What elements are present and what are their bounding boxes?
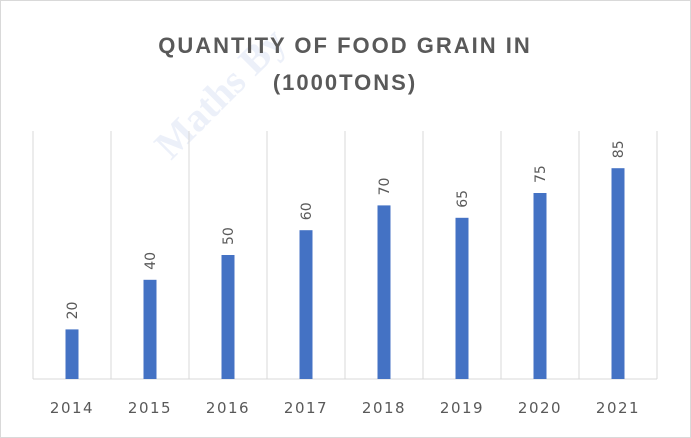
bar-2017 [299,230,313,379]
bar-2014 [65,329,79,379]
data-label-2014: 20 [65,302,81,320]
chart-title-line-2: (1000TONS) [273,70,417,95]
bar-2018 [377,205,391,379]
bar-2019 [455,217,469,379]
x-tick-label-2018: 2018 [362,399,406,417]
x-tick-label-2019: 2019 [440,399,484,417]
chart-title-line-1: QUANTITY OF FOOD GRAIN IN [158,33,531,58]
x-tick-label-2021: 2021 [596,399,640,417]
data-label-2017: 60 [299,202,315,220]
bar-2020 [533,193,547,379]
data-label-2015: 40 [143,252,159,270]
data-label-2016: 50 [221,227,237,245]
gridlines [32,131,658,380]
x-tick-label-2014: 2014 [50,399,94,417]
data-label-2021: 85 [611,140,627,158]
data-label-2018: 70 [377,178,393,196]
data-label-2020: 75 [533,165,549,183]
bar-2021 [611,168,625,379]
data-labels: 20 40 50 60 70 65 75 85 [65,140,627,319]
x-axis-ticks: 2014 2015 2016 2017 2018 2019 2020 2021 [50,399,640,417]
bar-2016 [221,255,235,379]
x-tick-label-2015: 2015 [128,399,172,417]
data-label-2019: 65 [455,190,471,208]
x-tick-label-2017: 2017 [284,399,328,417]
x-tick-label-2016: 2016 [206,399,250,417]
bar-2015 [143,279,157,379]
x-tick-label-2020: 2020 [518,399,562,417]
bars [65,168,625,379]
